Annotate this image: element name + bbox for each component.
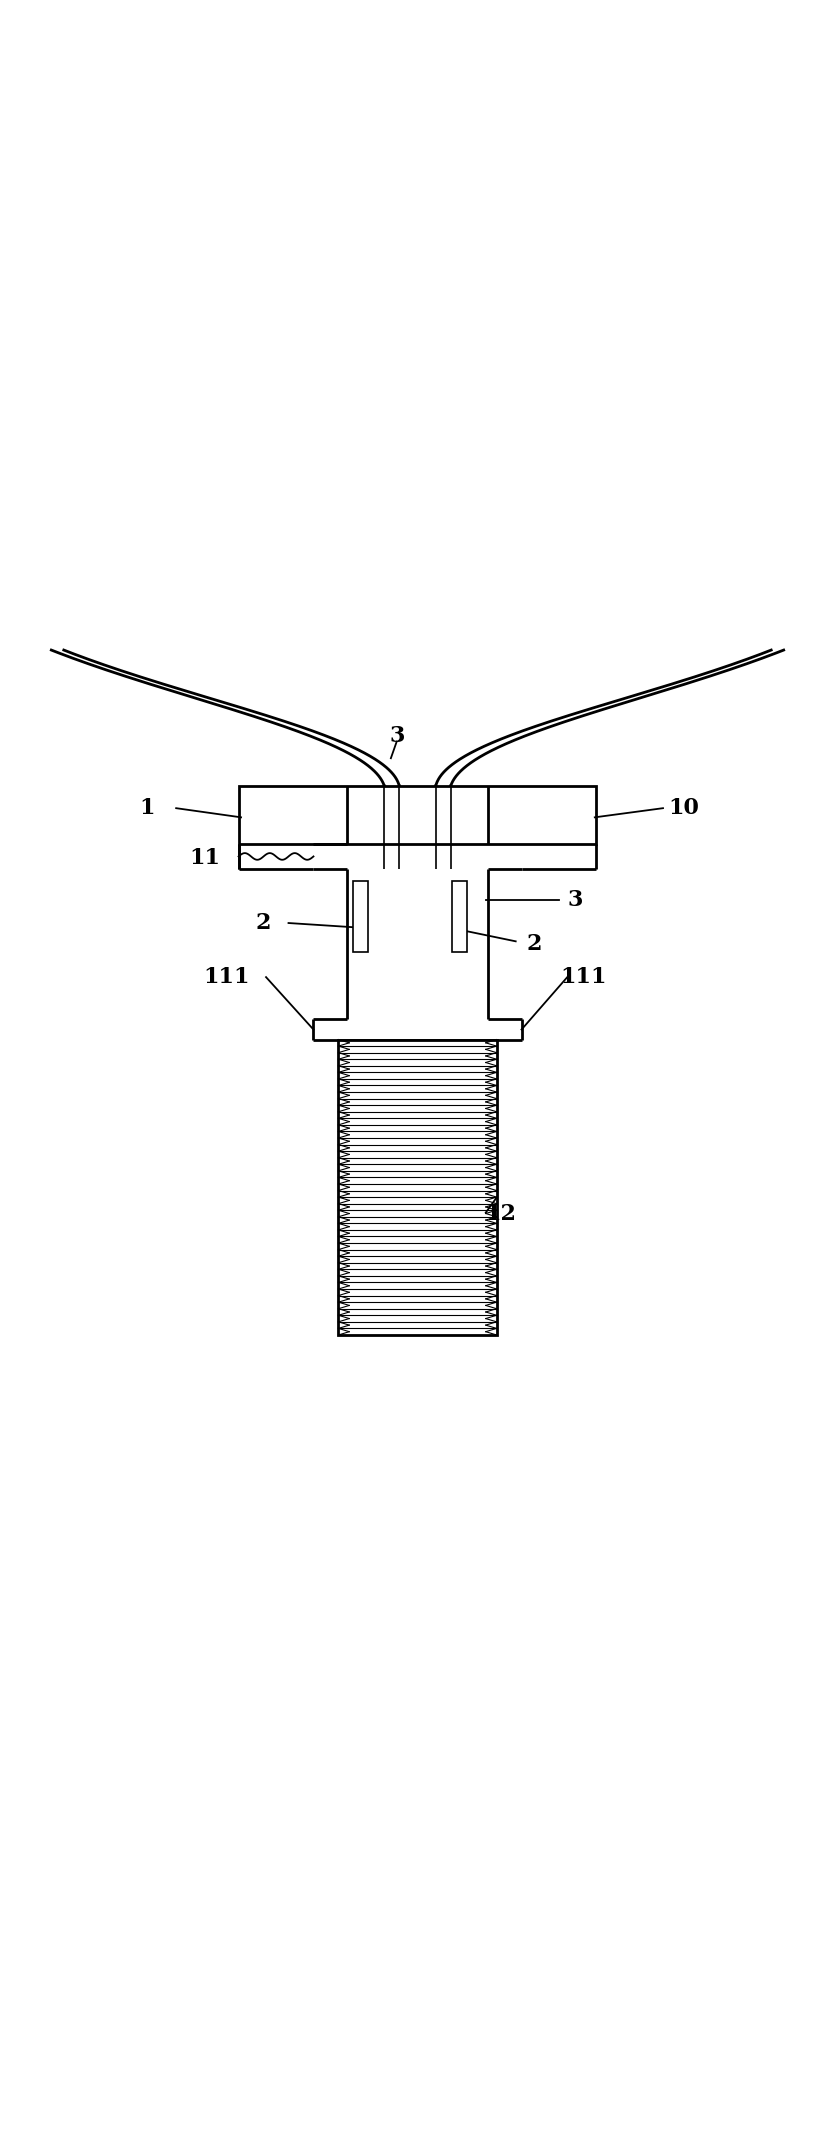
- Text: 2: 2: [526, 933, 542, 954]
- Text: 3: 3: [389, 724, 404, 747]
- Bar: [352, 881, 367, 952]
- Bar: [239, 786, 596, 843]
- Bar: [338, 1039, 497, 1335]
- Text: 2: 2: [256, 911, 271, 935]
- Text: 12: 12: [485, 1203, 516, 1226]
- Text: 111: 111: [560, 967, 607, 988]
- Text: 1: 1: [139, 796, 154, 820]
- Text: 11: 11: [190, 847, 220, 869]
- Text: 111: 111: [203, 967, 250, 988]
- Bar: [453, 881, 468, 952]
- Text: 3: 3: [568, 888, 584, 911]
- Text: 10: 10: [668, 796, 699, 820]
